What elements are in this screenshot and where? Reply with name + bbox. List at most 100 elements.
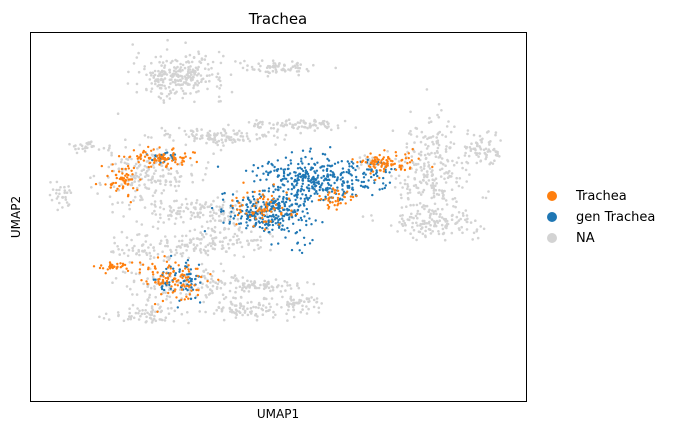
data-point: [305, 223, 308, 227]
data-point: [438, 219, 442, 222]
data-point: [285, 191, 288, 194]
data-point: [412, 203, 415, 207]
data-point: [229, 300, 233, 304]
data-point: [481, 137, 484, 141]
data-point: [220, 138, 223, 141]
data-point: [239, 302, 242, 306]
data-point: [181, 77, 184, 80]
data-point: [178, 180, 181, 183]
data-point: [464, 151, 467, 155]
data-point: [388, 171, 391, 174]
data-point: [231, 193, 235, 196]
data-point: [369, 172, 372, 175]
data-point: [268, 214, 272, 218]
data-point: [152, 76, 155, 79]
data-point: [291, 60, 294, 63]
data-point: [302, 189, 306, 192]
data-point: [457, 227, 461, 230]
data-point: [399, 181, 402, 185]
data-point: [389, 224, 393, 227]
data-point: [296, 301, 299, 305]
data-point: [308, 150, 312, 153]
data-point: [127, 167, 130, 170]
data-point: [428, 167, 432, 170]
data-point: [208, 74, 211, 77]
data-point: [210, 206, 214, 210]
data-point: [132, 187, 135, 190]
data-point: [491, 162, 495, 165]
data-point: [261, 120, 264, 124]
data-point: [234, 290, 237, 294]
data-point: [291, 305, 295, 309]
data-point: [185, 249, 188, 252]
data-point: [189, 217, 193, 220]
data-point: [164, 148, 168, 152]
data-point: [268, 203, 271, 207]
data-point: [154, 78, 158, 82]
data-point: [472, 231, 476, 235]
data-point: [277, 284, 280, 287]
data-point: [164, 244, 167, 248]
data-point: [235, 196, 238, 200]
data-point: [246, 239, 249, 243]
data-point: [145, 187, 149, 190]
data-point: [274, 188, 277, 191]
data-point: [227, 242, 230, 246]
data-point: [485, 131, 489, 134]
data-point: [277, 242, 280, 245]
data-point: [267, 71, 271, 74]
data-point: [249, 280, 253, 283]
data-point: [460, 161, 464, 165]
data-point: [350, 165, 354, 168]
data-point: [415, 238, 418, 242]
data-point: [300, 160, 303, 163]
data-point: [406, 196, 410, 200]
data-point: [261, 133, 264, 137]
data-point: [298, 298, 301, 302]
data-point: [147, 178, 150, 182]
data-point: [235, 190, 239, 193]
data-point: [181, 269, 184, 273]
legend-label-na: NA: [576, 231, 595, 246]
data-point: [371, 219, 375, 222]
data-point: [206, 243, 210, 247]
data-point: [231, 206, 234, 210]
data-point: [310, 157, 313, 160]
data-point: [256, 125, 260, 129]
data-point: [373, 156, 376, 159]
data-point: [268, 121, 271, 125]
data-point: [271, 288, 275, 292]
data-point: [438, 188, 441, 192]
data-point: [110, 153, 113, 157]
data-point: [133, 244, 136, 248]
data-point: [63, 185, 66, 189]
data-point: [317, 306, 321, 310]
data-point: [286, 226, 289, 230]
data-point: [101, 267, 105, 270]
data-point: [151, 270, 154, 274]
data-point: [251, 214, 255, 217]
data-point: [232, 222, 235, 225]
data-point: [278, 225, 281, 228]
data-point: [456, 221, 459, 224]
data-point: [195, 133, 198, 136]
data-point: [312, 183, 316, 186]
data-point: [126, 162, 130, 166]
data-point: [277, 215, 280, 218]
data-point: [494, 131, 498, 134]
data-point: [174, 248, 178, 252]
data-point: [147, 246, 150, 249]
data-point: [174, 72, 177, 76]
data-point: [177, 210, 181, 213]
data-point: [178, 162, 181, 166]
data-point: [258, 235, 262, 239]
data-point: [128, 261, 132, 264]
data-point: [466, 129, 470, 132]
data-point: [186, 83, 190, 86]
data-point: [210, 203, 213, 206]
data-point: [244, 169, 248, 172]
data-point: [247, 242, 251, 245]
data-point: [297, 125, 301, 129]
data-point: [218, 76, 221, 79]
data-point: [147, 268, 150, 271]
